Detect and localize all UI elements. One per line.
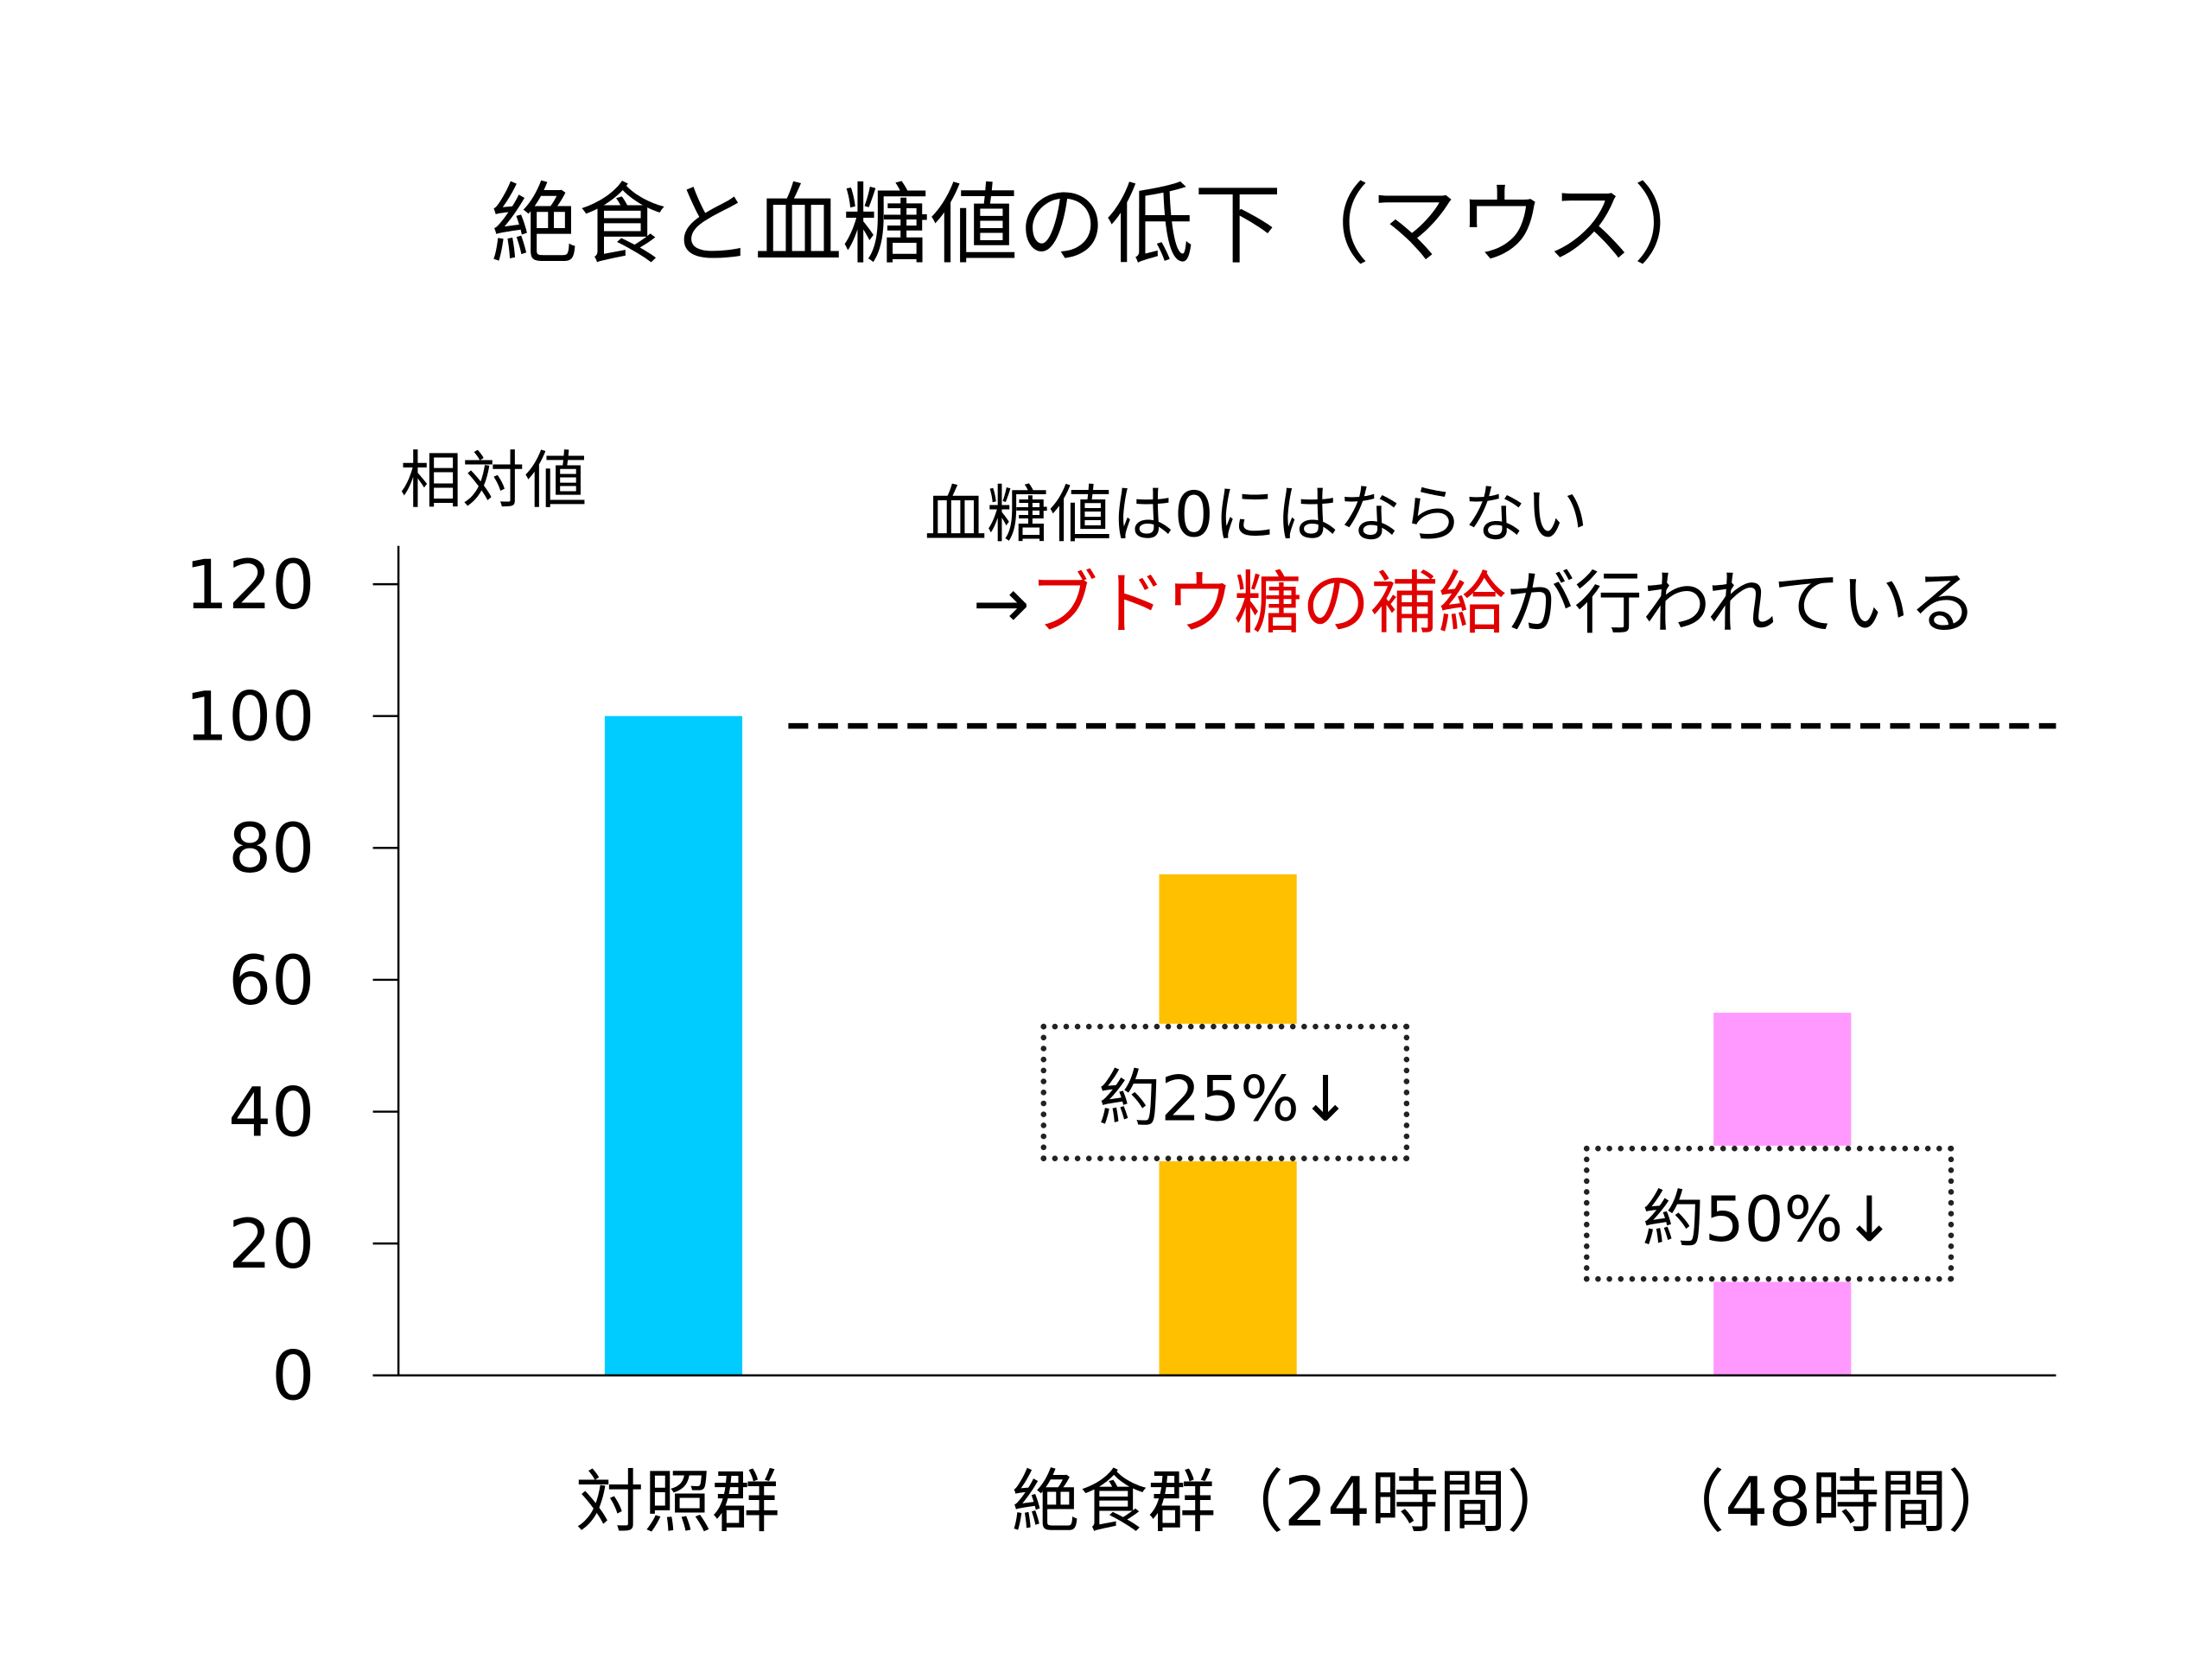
y-tick-label: 60	[228, 941, 315, 1020]
annotation-rest: が行われている	[1506, 564, 1978, 645]
reduction-box-24h: 約25%↓	[1040, 1023, 1410, 1161]
y-tick-label: 100	[185, 677, 315, 757]
annotation-line1: 血糖値は0にはならない	[924, 479, 1588, 552]
y-tick-label: 20	[228, 1205, 315, 1284]
annotation-line2: →ブドウ糖の補給が行われている	[973, 547, 1977, 646]
y-tick-label: 40	[228, 1072, 315, 1152]
y-tick-label: 80	[228, 809, 315, 888]
y-axis-label: 相対値	[399, 445, 588, 518]
x-category-label: （48時間）	[1656, 1463, 2016, 1543]
bar-0	[604, 715, 743, 1376]
x-category-label: 対照群	[575, 1463, 780, 1543]
y-tick-label: 120	[185, 545, 315, 625]
highlight-text: ブドウ糖の補給	[1029, 564, 1507, 645]
arrow-text: →	[972, 564, 1030, 645]
chart-title: 絶食と血糖値の低下（マウス）	[490, 173, 1722, 276]
y-tick-label: 0	[271, 1337, 315, 1416]
reduction-box-48h: 約50%↓	[1583, 1145, 1955, 1282]
x-category-label: 絶食群（24時間）	[1011, 1463, 1575, 1543]
